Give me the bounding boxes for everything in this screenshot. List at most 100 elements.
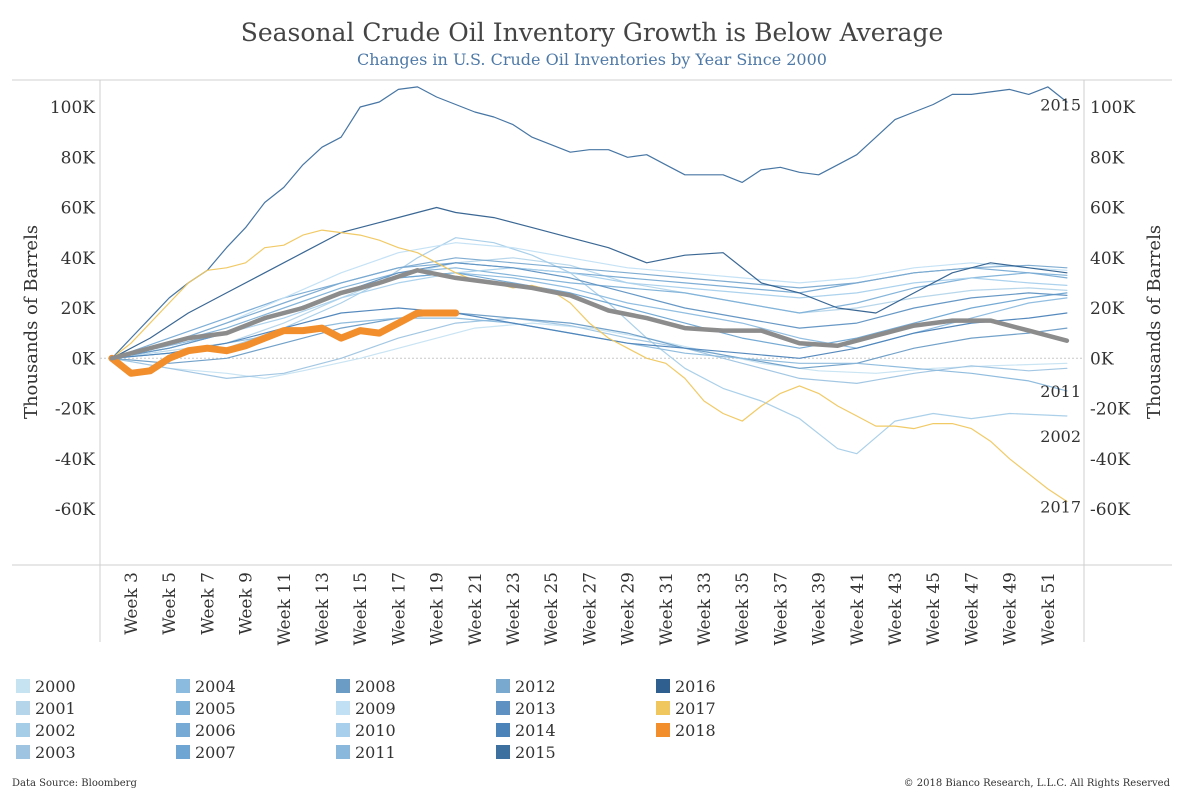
legend-label: 2002 [35,720,76,740]
y-tick-right: 20K [1090,299,1125,319]
legend-swatch [176,701,190,715]
end-label-2002: 2002 [1040,427,1081,446]
series-line-2016 [111,206,1068,359]
y-tick-left: 20K [61,299,96,319]
legend-item-2004[interactable]: 2004 [176,676,236,696]
legend-label: 2012 [515,676,556,696]
legend-swatch [336,745,350,759]
y-tick-right: 40K [1090,249,1125,269]
y-axis-label-left: Thousands of Barrels [21,225,42,419]
y-tick-right: 100K [1090,98,1135,118]
x-tick-label: Week 23 [504,572,524,646]
legend-swatch [656,679,670,693]
legend-item-2015[interactable]: 2015 [496,742,556,762]
x-tick-label: Week 3 [122,572,142,635]
x-tick-label: Week 25 [542,572,562,646]
legend-label: 2015 [515,742,556,762]
y-tick-left: 100K [50,98,95,118]
legend-swatch [336,723,350,737]
legend-item-2008[interactable]: 2008 [336,676,396,696]
series-line-2009 [111,242,1068,359]
data-source-note: Data Source: Bloomberg [12,778,137,789]
series-line-2001 [111,257,1068,359]
legend-item-2012[interactable]: 2012 [496,676,556,696]
legend-label: 2004 [195,676,236,696]
y-tick-left: 0K [71,349,95,369]
y-tick-right: -60K [1090,500,1130,520]
legend-item-2017[interactable]: 2017 [656,698,716,718]
x-tick-label: Week 15 [351,572,371,646]
legend-swatch [336,701,350,715]
x-tick-label: Week 9 [237,572,257,635]
chart-frame [12,79,1172,642]
x-tick-label: Week 33 [695,572,715,646]
x-tick-label: Week 11 [275,572,295,646]
legend-item-2011[interactable]: 2011 [336,742,396,762]
legend-swatch [656,723,670,737]
series-line-2012 [111,257,1068,359]
x-tick-label: Week 49 [1001,572,1021,646]
legend-swatch [496,723,510,737]
legend-item-2013[interactable]: 2013 [496,698,556,718]
legend-item-2007[interactable]: 2007 [176,742,236,762]
legend-label: 2014 [515,720,556,740]
x-tick-label: Week 19 [428,572,448,646]
x-tick-label: Week 35 [733,572,753,646]
series-line-2010 [111,267,1068,359]
legend-label: 2011 [355,742,396,762]
x-tick-label: Week 41 [848,572,868,646]
y-tick-right: 80K [1090,148,1125,168]
legend-swatch [176,723,190,737]
legend-swatch [336,679,350,693]
legend-item-2000[interactable]: 2000 [16,676,76,696]
legend-label: 2000 [35,676,76,696]
legend-item-2014[interactable]: 2014 [496,720,556,740]
legend-swatch [496,745,510,759]
legend-swatch [16,723,30,737]
x-tick-label: Week 39 [810,572,830,646]
legend-label: 2003 [35,742,76,762]
legend-item-2005[interactable]: 2005 [176,698,236,718]
series-line-average [109,268,1070,361]
x-tick-label: Week 29 [619,572,639,646]
x-tick-label: Week 5 [160,572,180,635]
x-tick-label: Week 45 [924,572,944,646]
series-line-2011 [111,317,1068,392]
legend-label: 2007 [195,742,236,762]
legend-label: 2005 [195,698,236,718]
legend-item-2006[interactable]: 2006 [176,720,236,740]
legend-swatch [16,745,30,759]
y-tick-right: 60K [1090,199,1125,219]
legend-item-2002[interactable]: 2002 [16,720,76,740]
legend-swatch [16,679,30,693]
series-line-2015 [111,86,1068,359]
x-tick-label: Week 21 [466,572,486,646]
y-axis-label-right: Thousands of Barrels [1144,225,1165,419]
legend-swatch [176,745,190,759]
legend-label: 2010 [355,720,396,740]
x-tick-label: Week 7 [198,572,218,635]
x-tick-label: Week 47 [962,572,982,646]
chart-title: Seasonal Crude Oil Inventory Growth is B… [240,18,944,47]
legend-label: 2008 [355,676,396,696]
x-tick-label: Week 27 [580,572,600,646]
legend-label: 2006 [195,720,236,740]
legend-swatch [16,701,30,715]
legend-item-2001[interactable]: 2001 [16,698,76,718]
series-line-2000 [111,322,1068,379]
chart-legend: 2000 2001 2002 2003 2004 2005 2006 2007 2008 2009… [16,676,816,766]
legend-item-2009[interactable]: 2009 [336,698,396,718]
legend-label: 2018 [675,720,716,740]
x-tick-label: Week 51 [1039,572,1059,646]
legend-item-2018[interactable]: 2018 [656,720,716,740]
legend-item-2010[interactable]: 2010 [336,720,396,740]
end-label-2017: 2017 [1040,497,1081,516]
legend-label: 2013 [515,698,556,718]
legend-item-2003[interactable]: 2003 [16,742,76,762]
legend-item-2016[interactable]: 2016 [656,676,716,696]
legend-swatch [496,701,510,715]
x-tick-label: Week 37 [771,572,791,646]
y-tick-left: -40K [55,450,95,470]
legend-swatch [496,679,510,693]
legend-swatch [176,679,190,693]
